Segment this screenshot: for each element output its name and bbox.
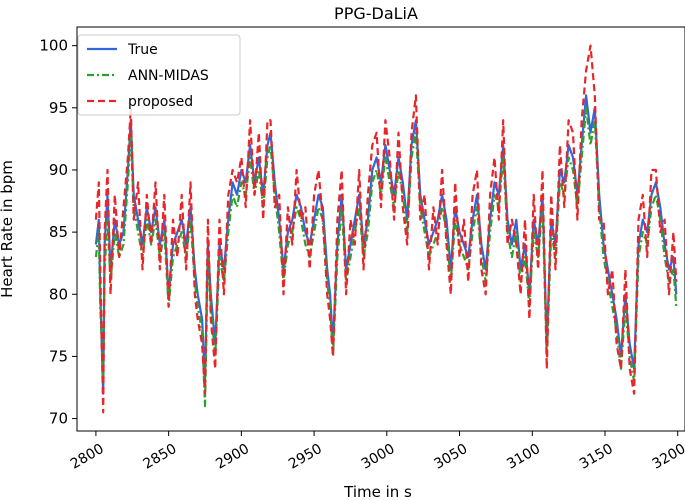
x-tick-label: 3150 <box>577 441 616 473</box>
x-tick-label: 3200 <box>650 441 685 473</box>
x-tick-label: 2800 <box>68 441 107 473</box>
legend-label-true: True <box>127 42 158 58</box>
chart-title: PPG-DaLiA <box>334 4 418 23</box>
legend: True ANN-MIDAS proposed <box>77 34 241 116</box>
x-tick-label: 2950 <box>286 441 325 473</box>
plot-frame <box>76 26 685 432</box>
y-tick-label: 95 <box>49 99 68 117</box>
y-tick-label: 85 <box>49 223 68 241</box>
y-tick-label: 70 <box>49 410 68 428</box>
legend-label-ann-midas: ANN-MIDAS <box>128 68 209 84</box>
y-axis-ticks: 70 75 80 85 90 95 100 <box>39 37 77 428</box>
x-tick-label: 2850 <box>141 441 180 473</box>
y-tick-label: 90 <box>49 161 68 179</box>
series-line-ann-midas <box>94 106 678 408</box>
x-tick-label: 3000 <box>359 441 398 473</box>
y-tick-label: 80 <box>49 285 68 303</box>
legend-box <box>77 34 241 116</box>
y-tick-label: 100 <box>39 37 68 55</box>
y-tick-label: 75 <box>49 347 68 365</box>
series-line-proposed <box>94 44 678 414</box>
x-tick-label: 2900 <box>213 441 252 473</box>
plot-lines <box>94 44 678 414</box>
x-axis-ticks: 2800 2850 2900 2950 3000 3050 3100 3150 3200 <box>68 431 685 473</box>
x-tick-label: 3050 <box>431 441 470 473</box>
x-tick-label: 3100 <box>504 441 543 473</box>
y-axis-label: Heart Rate in bpm <box>0 160 16 298</box>
legend-label-proposed: proposed <box>128 94 193 110</box>
x-axis-label: Time in s <box>343 483 412 500</box>
